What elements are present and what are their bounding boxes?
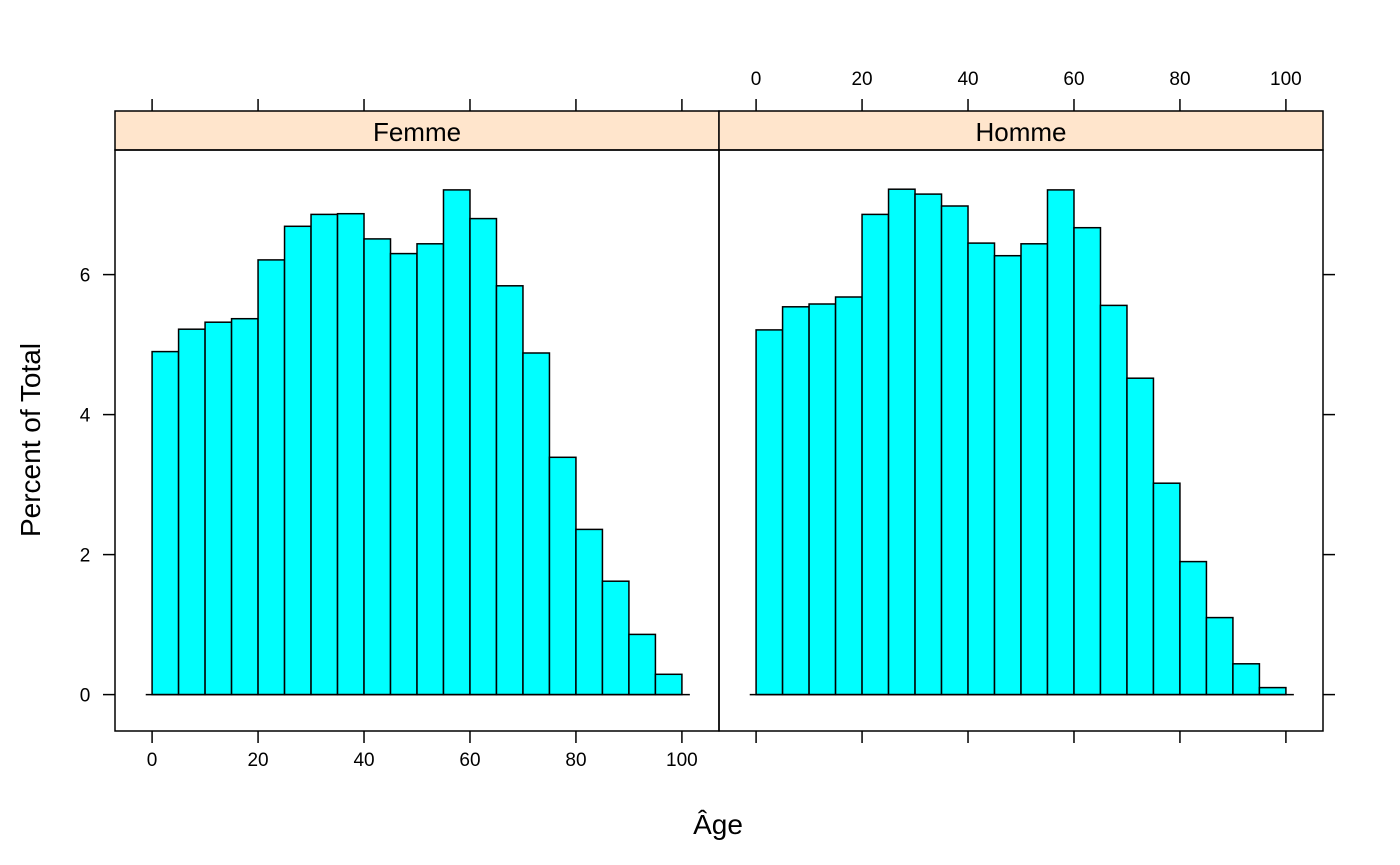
x-tick-label: 60 [459,750,480,771]
y-tick-label: 6 [80,266,91,287]
histogram-bar [755,329,784,696]
histogram-bar [628,633,657,696]
histogram-bar [363,238,392,696]
histogram-bar [230,317,259,696]
histogram-bar [416,243,445,696]
histogram-bar [1126,377,1155,696]
histogram-bar [522,352,551,696]
histogram-bar [1258,686,1287,696]
x-tick-label: 40 [353,750,374,771]
x-tick-label: 60 [1063,69,1084,90]
histogram-bar [654,673,683,696]
histogram-bar [834,296,863,696]
histogram-bar [1099,304,1128,696]
x-tick-label: 100 [666,750,698,771]
histogram-bar [389,252,418,696]
x-tick-label: 80 [565,750,586,771]
y-axis: 0 2 4 6 [80,266,1335,707]
histogram-bar [469,217,498,696]
histogram-bar [887,188,916,696]
histogram-bar [310,213,339,696]
histogram-bar [1205,616,1234,696]
histogram-bar [336,212,365,696]
histogram-bar [1232,663,1261,696]
panels-group: Femme 0 20 40 60 80 100 Homme 0 20 40 60 80 100 [114,69,1324,771]
histogram-bar [1073,226,1102,696]
panel-border [718,149,1324,732]
x-tick-label: 100 [1270,69,1302,90]
x-tick-label: 20 [851,69,872,90]
histogram-bar [967,242,996,696]
histogram-bar [781,306,810,696]
x-tick-label: 20 [247,750,268,771]
histogram-bar [548,456,577,696]
histogram-bar [151,350,180,696]
histogram-bar [940,205,969,696]
histogram-bar [1046,189,1075,696]
strip-label: Homme [975,117,1066,147]
histogram-bar [177,328,206,696]
histogram-bar [1179,560,1208,696]
histogram-bar [601,580,630,696]
strip-background [114,110,720,151]
histogram-bar [808,303,837,696]
x-tick-label: 40 [957,69,978,90]
histogram-bar [575,528,604,696]
histogram-bar [204,321,233,696]
y-tick-label: 2 [80,546,91,567]
histogram-bar [914,193,943,696]
histogram-bar [993,254,1022,696]
x-tick-label: 0 [147,750,158,771]
strip-label: Femme [373,117,461,147]
histogram-bar [442,189,471,696]
y-tick-label: 4 [80,406,91,427]
y-tick-label: 0 [80,686,91,707]
histogram-bar [283,225,312,696]
histogram-bar [861,213,890,696]
x-tick-label: 0 [751,69,762,90]
panel-homme: Homme 0 20 40 60 80 100 [718,69,1324,743]
histogram-bar [495,285,524,696]
y-axis-title: Percent of Total [15,343,46,537]
histogram-bar [1020,243,1049,696]
histogram-bar [1152,482,1181,696]
x-tick-label: 80 [1169,69,1190,90]
histogram-bar [257,259,286,696]
panel-femme: Femme 0 20 40 60 80 100 [114,99,720,771]
x-axis-title: Âge [693,809,743,840]
